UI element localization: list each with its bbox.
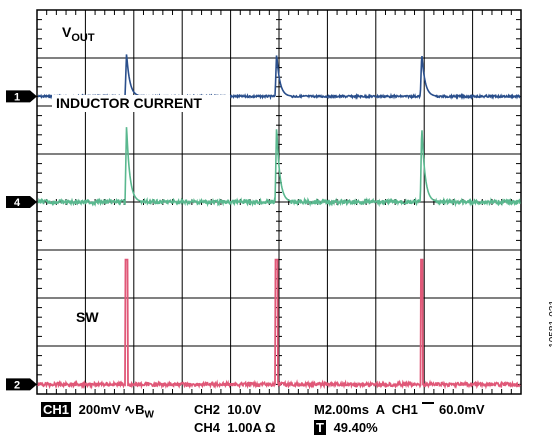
channel-marker-1: 1 bbox=[6, 90, 37, 103]
trace-label-vout: VOUT bbox=[62, 24, 95, 44]
ch1-scale: 200mV bbox=[78, 402, 121, 417]
status-ch4: CH4 1.00A Ω bbox=[194, 420, 276, 435]
label-background bbox=[52, 95, 230, 112]
falling-edge-trigger-icon bbox=[422, 402, 435, 413]
channel-marker-4: 4 bbox=[6, 196, 37, 209]
svg-text:1: 1 bbox=[14, 91, 20, 103]
ch1-badge: CH1 bbox=[41, 402, 72, 417]
trace-inductor-current bbox=[37, 127, 521, 208]
figure-id: 10581-031 bbox=[548, 300, 552, 348]
trace-label-inductor-current: INDUCTOR CURRENT bbox=[56, 95, 202, 111]
svg-text:2: 2 bbox=[14, 379, 20, 391]
status-timebase: M2.00ms A CH1 60.0mV bbox=[314, 402, 485, 417]
trigger-position: 49.40% bbox=[333, 420, 378, 435]
trace-sw bbox=[37, 258, 521, 390]
status-trigger-position: T 49.40% bbox=[314, 420, 378, 435]
bandwidth-limit: ∿BW bbox=[124, 402, 154, 421]
channel-marker-2: 2 bbox=[6, 378, 37, 391]
status-ch1: CH1 200mV ∿BW bbox=[41, 402, 154, 421]
trace-label-sw: SW bbox=[76, 309, 99, 325]
status-ch2: CH2 10.0V bbox=[194, 402, 262, 417]
trigger-badge: T bbox=[314, 420, 326, 435]
svg-text:4: 4 bbox=[14, 197, 21, 209]
trigger-level: 60.0mV bbox=[439, 402, 485, 417]
